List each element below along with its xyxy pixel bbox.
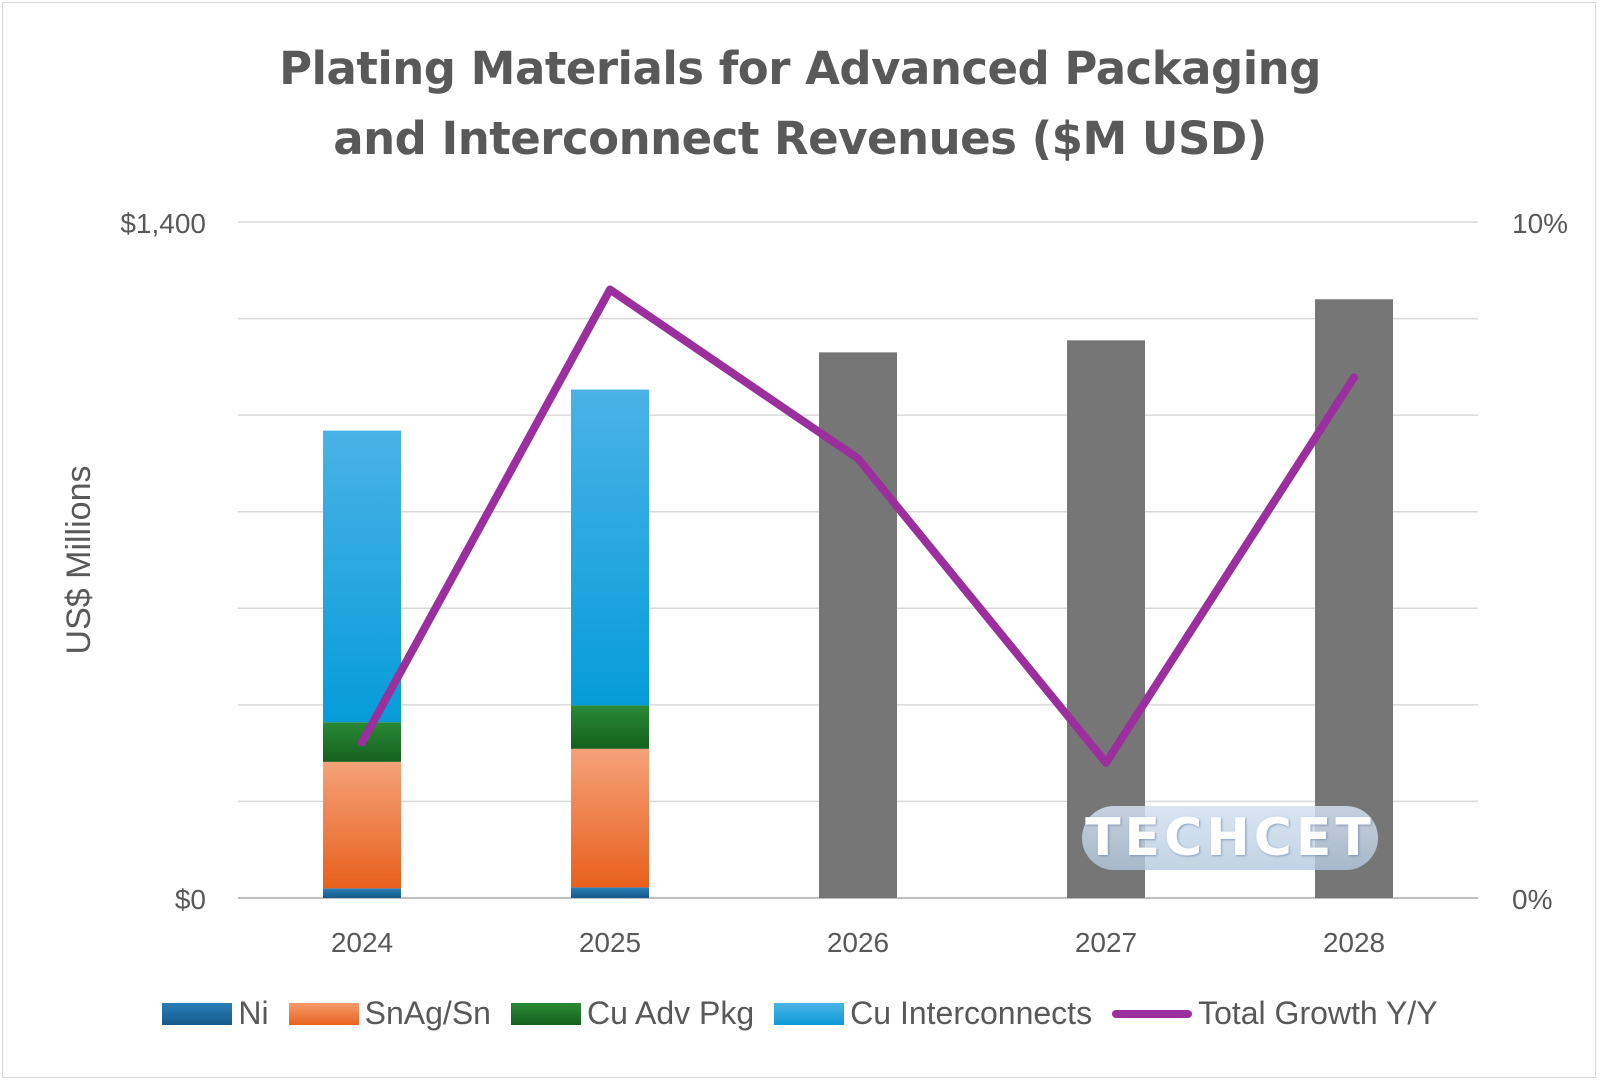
x-tick-label: 2026 [827, 927, 889, 958]
y-tick-label: $1,400 [120, 208, 206, 239]
legend-line-total-growth [1112, 1009, 1193, 1018]
bar-2027-total [1067, 340, 1145, 898]
bar-2024-cu-interconnects [323, 430, 401, 723]
x-tick-label: 2027 [1075, 927, 1137, 958]
legend-label-cu-interconnects: Cu Interconnects [850, 995, 1093, 1031]
bar-2025-cu-adv-pkg [571, 705, 649, 749]
y2-tick-label: 10% [1512, 208, 1568, 239]
legend-swatch-cu-adv-pkg [510, 1002, 581, 1025]
legend-label-snag: SnAg/Sn [364, 995, 491, 1031]
growth-point-2026 [854, 454, 862, 463]
bar-2024-ni [323, 888, 401, 898]
bar-2028-total [1315, 299, 1393, 898]
legend-label-total-growth: Total Growth Y/Y [1198, 995, 1438, 1031]
legend-swatch-snag [288, 1002, 359, 1025]
x-tick-label: 2025 [579, 927, 641, 958]
y2-tick-label: 0% [1512, 884, 1552, 915]
legend-label-ni: Ni [238, 995, 269, 1031]
bar-2025-ni [571, 887, 649, 898]
legend-item-cu-interconnects: Cu Interconnects [774, 995, 1092, 1032]
y-axis-label: US$ Millions [60, 466, 98, 655]
y-tick-label: $0 [175, 884, 206, 915]
x-tick-label: 2028 [1323, 927, 1385, 958]
bar-2026-total [819, 352, 897, 898]
legend: Ni SnAg/Sn Cu Adv Pkg Cu Interconnects T… [0, 995, 1600, 1032]
legend-item-total-growth: Total Growth Y/Y [1112, 995, 1438, 1032]
legend-swatch-ni [162, 1002, 233, 1025]
legend-label-cu-adv-pkg: Cu Adv Pkg [586, 995, 755, 1031]
techcet-watermark: TECHCET [1082, 806, 1378, 870]
legend-item-ni: Ni [162, 995, 269, 1032]
chart-title-text: Plating Materials for Advanced Packaging… [279, 42, 1321, 165]
bar-2025-snag-sn [571, 748, 649, 888]
bar-2024-snag-sn [323, 761, 401, 889]
chart-title: Plating Materials for Advanced Packaging… [0, 34, 1600, 174]
growth-point-2028 [1350, 373, 1358, 382]
axes: 2024 2025 2026 2027 2028 $0 $1,400 0% 10% US$ Mil… [60, 208, 1568, 958]
x-tick-label: 2024 [331, 927, 393, 958]
bar-2025-cu-interconnects [571, 389, 649, 706]
growth-point-2025 [606, 285, 614, 294]
legend-item-snag: SnAg/Sn [288, 995, 491, 1032]
legend-swatch-cu-interconnects [774, 1002, 845, 1025]
growth-point-2027 [1102, 758, 1110, 767]
bars [323, 299, 1393, 898]
growth-point-2024 [358, 738, 366, 747]
growth-line [358, 285, 1358, 767]
legend-item-cu-adv-pkg: Cu Adv Pkg [510, 995, 755, 1032]
